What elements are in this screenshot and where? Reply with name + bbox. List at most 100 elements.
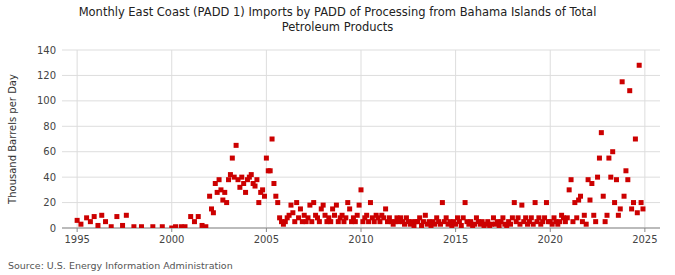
point [582,213,587,218]
point [249,172,254,177]
point [183,224,188,228]
x-tick [171,228,172,232]
point [578,194,583,199]
point [610,149,615,154]
point [99,213,104,218]
point [627,88,632,93]
point [239,175,244,180]
point [309,219,314,224]
point [357,203,362,208]
y-tick-label: 100 [37,95,56,106]
point [574,215,579,220]
source-note: Source: U.S. Energy Information Administ… [8,260,233,271]
point [207,194,212,199]
point [95,223,100,228]
x-tick-label: 2015 [443,234,468,245]
point [124,213,129,218]
point [608,175,613,180]
point [622,194,627,199]
point [273,194,278,199]
point [639,200,644,205]
point [222,190,227,195]
point [606,156,611,161]
point [625,177,630,182]
point [569,177,574,182]
point [334,203,339,208]
point [109,224,114,228]
x-grid-line [266,50,267,228]
point [589,181,594,186]
point [88,219,93,224]
x-tick-label: 2000 [159,234,184,245]
point [512,200,517,205]
point [253,184,258,189]
point [270,137,275,142]
point [567,187,572,192]
x-tick-label: 1995 [64,234,89,245]
point [359,187,364,192]
x-tick-label: 2020 [538,234,563,245]
point [633,137,638,142]
point [616,213,621,218]
point [459,223,464,228]
point [508,222,513,227]
point [150,224,155,228]
point [317,219,322,224]
x-grid-line [644,50,645,228]
point [328,219,333,224]
point [268,168,273,173]
x-tick [644,228,645,232]
point [612,200,617,205]
y-tick-label: 20 [43,197,56,208]
point [529,215,534,220]
x-grid-line [171,50,172,228]
point [224,200,229,205]
point [192,219,197,224]
point [347,206,352,211]
x-tick [266,228,267,232]
point [311,200,316,205]
point [131,224,136,228]
point [243,190,248,195]
point [262,194,267,199]
point [321,203,326,208]
point [593,219,598,224]
point [226,177,231,182]
point [173,224,178,228]
point [294,200,299,205]
point [595,175,600,180]
point [383,206,388,211]
point [601,194,606,199]
point [533,200,538,205]
point [605,213,610,218]
point [440,200,445,205]
x-grid-line [550,50,551,228]
point [618,206,623,211]
point [343,215,348,220]
point [230,156,235,161]
point [565,215,570,220]
point [260,187,265,192]
point [516,215,521,220]
point [298,206,303,211]
point [217,177,222,182]
points [75,63,646,228]
point [139,224,144,228]
point [631,200,636,205]
point [591,213,596,218]
point [288,203,293,208]
point [78,222,83,227]
point [597,156,602,161]
point [635,210,640,215]
point [256,200,261,205]
point [599,130,604,135]
point [620,79,625,84]
y-tick-label: 0 [50,223,56,234]
y-tick-label: 60 [43,146,56,157]
point [332,213,337,218]
point [614,177,619,182]
point [196,214,201,219]
x-tick-label: 2025 [632,234,657,245]
chart: Monthly East Coast (PADD 1) Imports by P… [0,0,675,275]
point [364,213,369,218]
